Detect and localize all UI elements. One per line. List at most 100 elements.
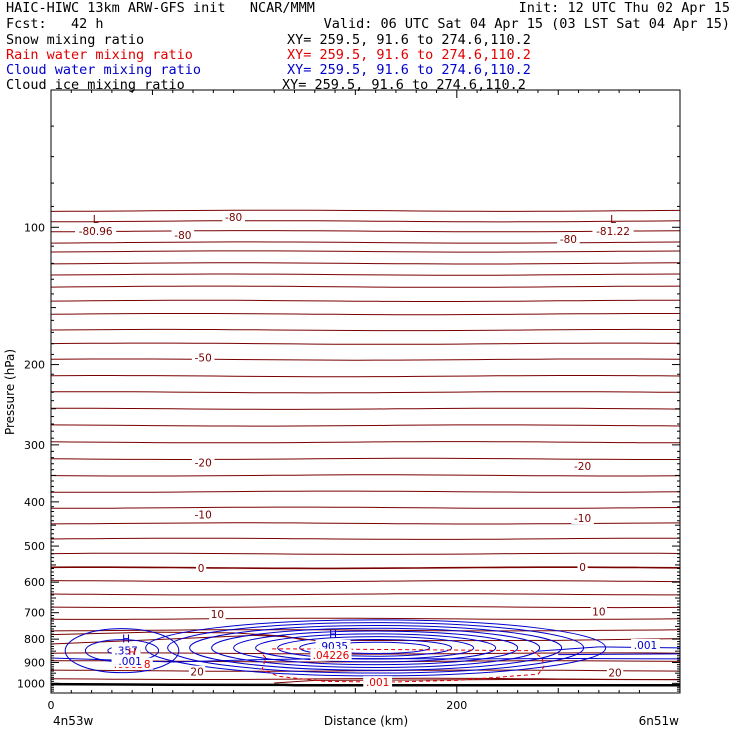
- rain-contour: [257, 648, 545, 683]
- temperature-contour-label-bg: [557, 232, 580, 245]
- temperature-contour-label: -50: [195, 353, 212, 365]
- cloud-water-contour: [64, 628, 180, 674]
- extremum-marker: L: [610, 214, 616, 226]
- temperature-contour: [50, 299, 680, 302]
- contour-value-label-bg: [363, 676, 393, 689]
- field-xy-rain: XY= 259.5, 91.6 to 274.6,110.2: [287, 47, 531, 63]
- extremum-value: .04226: [313, 650, 350, 662]
- terrain-line: [50, 682, 680, 687]
- temperature-contour: [50, 375, 681, 378]
- temperature-contour: [50, 580, 681, 583]
- contour-value-label-bg: [631, 638, 660, 651]
- temperature-contour-label: -80: [560, 234, 577, 246]
- y-tick-label: 400: [24, 496, 45, 509]
- temperature-contour: [50, 652, 681, 655]
- field-xy-cloud-water: XY= 259.5, 91.6 to 274.6,110.2: [287, 62, 531, 78]
- temperature-contour-label-bg: [571, 512, 594, 525]
- temperature-contour-label: 10: [211, 609, 224, 621]
- temperature-contour: [51, 506, 681, 509]
- cloud-water-contour: [299, 638, 453, 657]
- temperature-contour-label: 20: [608, 668, 621, 680]
- y-tick-label: 500: [24, 540, 45, 553]
- temperature-contour: [274, 678, 681, 684]
- valid-time: Valid: 06 UTC Sat 04 Apr 15 (03 LST Sat …: [323, 16, 730, 32]
- field-xy-snow: XY= 259.5, 91.6 to 274.6,110.2: [287, 32, 531, 48]
- cloud-water-contour: [558, 653, 681, 656]
- temperature-contour-label-bg: [191, 351, 215, 364]
- cloud-water-contour: [537, 646, 599, 652]
- temperature-contour-label-bg: [606, 666, 624, 679]
- contour-value-label-bg: [115, 654, 145, 667]
- temperature-contour: [50, 273, 681, 276]
- temperature-contour-label-bg: [222, 211, 245, 224]
- temperature-contour: [50, 634, 681, 645]
- temperature-contour: [50, 358, 681, 361]
- temperature-contour: [50, 241, 681, 244]
- temperature-contour-label-bg: [191, 456, 215, 469]
- temperature-contours: [50, 209, 681, 684]
- field-name-cloud-ice: Cloud ice mixing ratio: [6, 77, 185, 93]
- y-tick-label: 300: [24, 439, 45, 452]
- temperature-contour: [50, 209, 681, 212]
- cloud-water-contour: [145, 619, 607, 677]
- field-xy-cloud-ice: XY= 259.5, 91.6 to 274.6,110.2: [282, 77, 526, 93]
- temperature-contour: [50, 457, 680, 460]
- field-name-snow: Snow mixing ratio: [6, 32, 145, 48]
- temperature-contour: [50, 566, 681, 570]
- x-tick-label: 0: [48, 699, 55, 712]
- temperature-contour: [51, 391, 681, 394]
- temperature-contour-label: 0: [579, 562, 586, 574]
- temperature-contour: [50, 629, 681, 632]
- cloud-water-contour: [172, 659, 254, 663]
- temperature-contour: [50, 537, 680, 540]
- temperature-contour-label: -80: [225, 212, 242, 224]
- field-name-cloud-water: Cloud water mixing ratio: [6, 62, 202, 78]
- extremum-value-bg: [111, 644, 141, 657]
- forecast-hour: Fcst: 42 h: [6, 16, 104, 32]
- extremum-value-bg: [592, 225, 634, 238]
- extremum-value: .357: [114, 645, 137, 657]
- y-tick-label: 700: [24, 607, 45, 620]
- plot-frame: [50, 89, 681, 694]
- terrain-line: [50, 682, 680, 687]
- y-axis-title: Pressure (hPa): [3, 349, 17, 435]
- temperature-contour: [50, 250, 681, 253]
- temperature-contour: [50, 474, 681, 477]
- temperature-contour-label: 10: [592, 606, 605, 618]
- y-tick-label: 900: [24, 656, 45, 669]
- cloud-water-contour: [233, 630, 519, 666]
- extremum-value: -81.22: [596, 226, 630, 238]
- y-tick-label: 1000: [17, 677, 45, 690]
- temperature-contour: [51, 220, 681, 223]
- extremum-value-bg: [75, 225, 117, 238]
- temperature-contour-label-bg: [191, 508, 215, 521]
- x-right-end-label: 6n51w: [639, 714, 680, 728]
- temperature-contour-label: -80: [174, 230, 191, 242]
- temperature-contour-label: 0: [198, 563, 205, 575]
- temperature-contour-label: -10: [574, 513, 591, 525]
- temperature-contour-label: -20: [195, 458, 212, 470]
- temperature-contour-label-bg: [577, 561, 588, 574]
- x-axis-title: Distance (km): [324, 714, 408, 728]
- temperature-contour-label-bg: [188, 665, 206, 678]
- temperature-contour: [51, 407, 681, 410]
- temperature-contour: [50, 605, 681, 609]
- temperature-contour: [50, 424, 681, 427]
- temperature-contour-label-bg: [196, 562, 207, 575]
- temperature-contour-label: -10: [195, 509, 212, 521]
- rain-contours: [257, 648, 545, 683]
- temperature-contour-label: 20: [190, 667, 203, 679]
- temperature-contour: [50, 593, 680, 596]
- y-tick-label: 200: [24, 359, 45, 372]
- contour-value-label: .001: [118, 656, 141, 668]
- temperature-contour-label-bg: [209, 608, 226, 621]
- cloud-water-contour: [189, 624, 563, 671]
- x-left-end-label: 4n53w: [53, 714, 94, 728]
- temperature-contour: [50, 230, 681, 233]
- field-name-rain: Rain water mixing ratio: [6, 47, 193, 63]
- y-tick-label: 800: [24, 633, 45, 646]
- temperature-contour: [50, 285, 681, 288]
